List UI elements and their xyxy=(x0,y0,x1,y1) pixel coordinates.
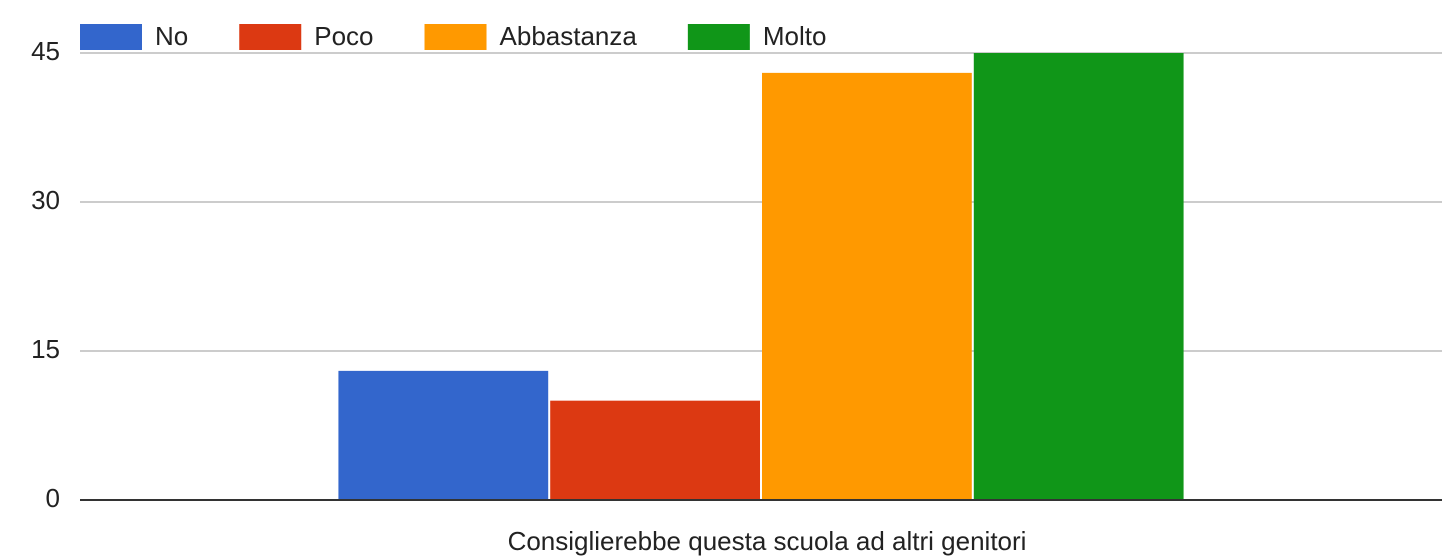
legend-swatch xyxy=(424,24,487,50)
bar xyxy=(762,72,972,500)
x-axis-label: Consiglierebbe questa scuola ad altri ge… xyxy=(508,526,1027,556)
legend-label: Molto xyxy=(763,21,827,51)
legend-swatch xyxy=(239,24,302,50)
y-tick-label: 45 xyxy=(31,36,60,66)
y-tick-label: 0 xyxy=(46,483,60,513)
legend-swatch xyxy=(80,24,142,50)
legend-label: No xyxy=(155,21,188,51)
y-tick-label: 30 xyxy=(31,185,60,215)
legend-label: Abbastanza xyxy=(500,21,638,51)
bar xyxy=(338,370,549,500)
y-tick-label: 15 xyxy=(31,334,60,364)
bar xyxy=(973,53,1184,500)
bar xyxy=(550,400,760,500)
legend-swatch xyxy=(687,24,750,50)
legend-label: Poco xyxy=(314,21,373,51)
